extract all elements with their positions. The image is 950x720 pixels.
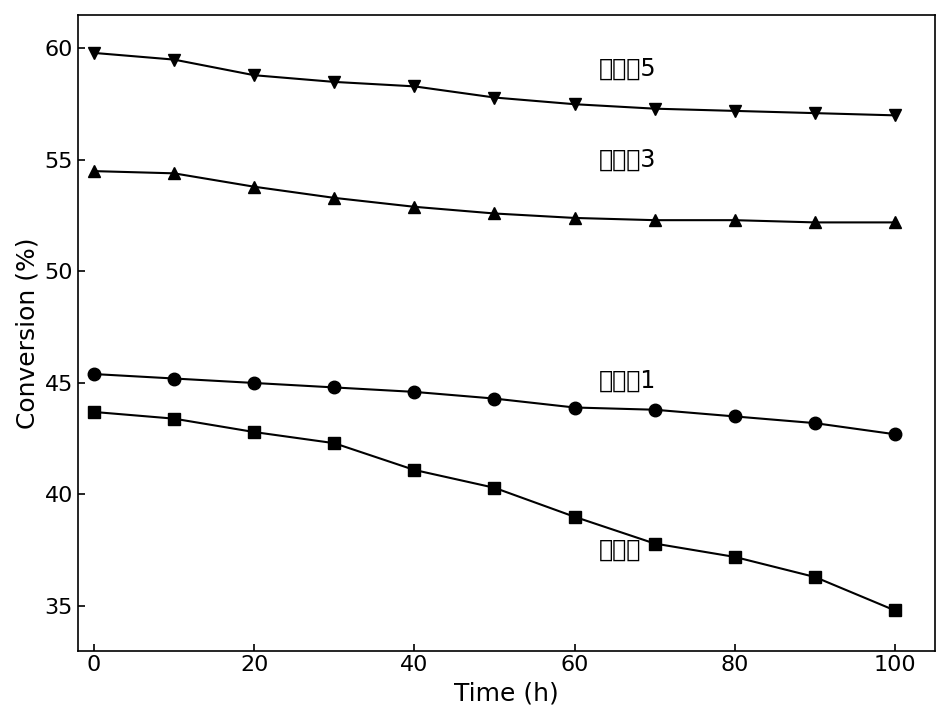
Y-axis label: Conversion (%): Conversion (%) [15, 237, 39, 428]
Text: 实施兣5: 实施兣5 [598, 57, 656, 81]
Text: 实施兣1: 实施兣1 [598, 369, 656, 392]
Text: 实施兣3: 实施兣3 [598, 148, 656, 172]
X-axis label: Time (h): Time (h) [454, 681, 559, 705]
Text: 对比例: 对比例 [598, 539, 641, 562]
